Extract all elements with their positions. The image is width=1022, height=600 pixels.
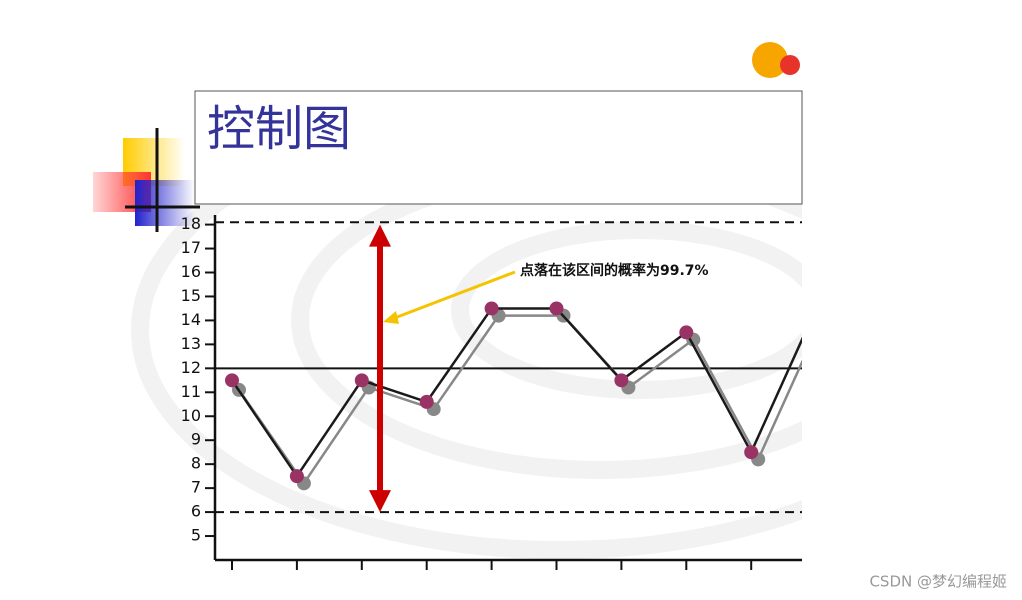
y-tick-label: 12	[181, 358, 201, 377]
y-tick-label: 15	[181, 286, 201, 305]
data-point	[549, 301, 564, 316]
data-point	[809, 301, 823, 315]
data-point	[614, 373, 629, 388]
annotation-head	[383, 311, 399, 324]
y-tick-label: 13	[181, 334, 201, 353]
y-tick-label: 17	[181, 238, 201, 257]
y-tick-label: 11	[181, 382, 201, 401]
y-tick-label: 8	[191, 454, 201, 473]
logo	[780, 55, 800, 75]
annotation: 点落在该区间的概率为99.7%	[520, 262, 709, 279]
y-tick-label: 16	[181, 262, 201, 281]
data-line	[230, 307, 802, 479]
deco-square	[135, 180, 195, 226]
y-tick-label: 7	[191, 478, 201, 497]
shadow-point	[816, 309, 830, 323]
y-tick-label: 6	[191, 502, 201, 521]
title-box	[194, 90, 803, 205]
plot: 5 6 7 8 9 10 11 12 13 14 15 16 17 18 点落在该区间的概率为99.7%	[181, 214, 830, 570]
y-tick-label: 14	[181, 310, 201, 329]
arrow-head	[369, 224, 391, 247]
watermark: CSDN @梦幻编程姬	[869, 573, 1007, 591]
data-point	[744, 445, 759, 460]
y-tick-label: 9	[191, 430, 201, 449]
data-point	[289, 469, 304, 484]
y-tick-label: 5	[191, 526, 201, 545]
logo	[752, 42, 788, 78]
data-point	[354, 373, 369, 388]
data-point	[679, 325, 694, 340]
y-tick-label: 18	[181, 214, 201, 233]
y-tick-label: 10	[181, 406, 201, 425]
data-point	[419, 394, 434, 409]
data-point	[225, 373, 239, 388]
annotation-arrow	[391, 270, 516, 321]
arrow-head	[369, 490, 391, 513]
shadow-line	[237, 314, 802, 486]
title: 控制图	[207, 101, 351, 157]
data-point	[484, 301, 499, 316]
